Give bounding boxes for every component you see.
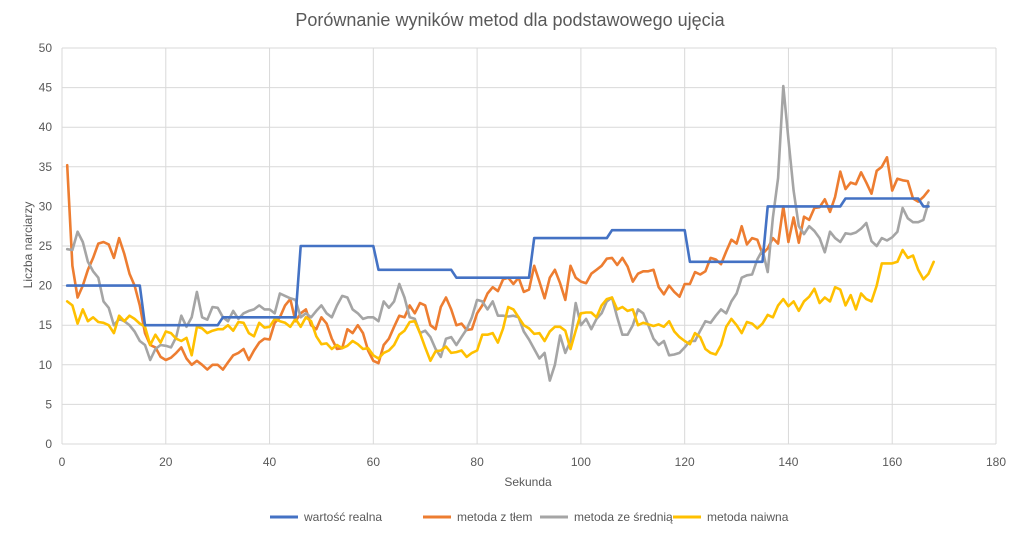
y-tick-label: 50 bbox=[39, 41, 53, 55]
y-tick-label: 5 bbox=[45, 397, 52, 411]
x-tick-label: 180 bbox=[986, 455, 1006, 469]
x-tick-label: 140 bbox=[778, 455, 798, 469]
y-tick-label: 20 bbox=[39, 279, 53, 293]
series-lines bbox=[65, 84, 936, 382]
legend-label: metoda ze średnią bbox=[574, 510, 673, 524]
y-tick-label: 15 bbox=[39, 318, 53, 332]
gridlines bbox=[61, 47, 997, 445]
y-tick-label: 10 bbox=[39, 358, 53, 372]
x-tick-label: 60 bbox=[367, 455, 381, 469]
x-tick-label: 80 bbox=[470, 455, 484, 469]
x-tick-label: 40 bbox=[263, 455, 277, 469]
y-axis-title: Liczba narciarzy bbox=[21, 202, 35, 289]
x-tick-label: 20 bbox=[159, 455, 173, 469]
legend-label: metoda naiwna bbox=[707, 510, 789, 524]
y-tick-label: 0 bbox=[45, 437, 52, 451]
chart-title: Porównanie wyników metod dla podstawoweg… bbox=[295, 10, 725, 30]
y-tick-label: 25 bbox=[39, 239, 53, 253]
legend-label: metoda z tłem bbox=[457, 510, 532, 524]
series-line-3 bbox=[65, 84, 930, 382]
legend-label: wartość realna bbox=[303, 510, 382, 524]
x-tick-label: 160 bbox=[882, 455, 902, 469]
x-axis-ticks: 0 20 40 60 80 100 120 140 160 180 bbox=[59, 455, 1007, 469]
series-line-2 bbox=[65, 156, 930, 371]
y-tick-label: 30 bbox=[39, 199, 53, 213]
x-tick-label: 100 bbox=[571, 455, 591, 469]
y-tick-label: 40 bbox=[39, 120, 53, 134]
y-axis-ticks: 0 5 10 15 20 25 30 35 40 45 50 bbox=[39, 41, 53, 451]
x-tick-label: 0 bbox=[59, 455, 66, 469]
legend: wartość realna metoda z tłem metoda ze śre… bbox=[270, 510, 789, 524]
y-tick-label: 35 bbox=[39, 160, 53, 174]
y-tick-label: 45 bbox=[39, 81, 53, 95]
x-axis-title: Sekunda bbox=[504, 475, 552, 489]
series-line-1 bbox=[65, 197, 930, 327]
series-line-4 bbox=[65, 248, 936, 363]
x-tick-label: 120 bbox=[675, 455, 695, 469]
